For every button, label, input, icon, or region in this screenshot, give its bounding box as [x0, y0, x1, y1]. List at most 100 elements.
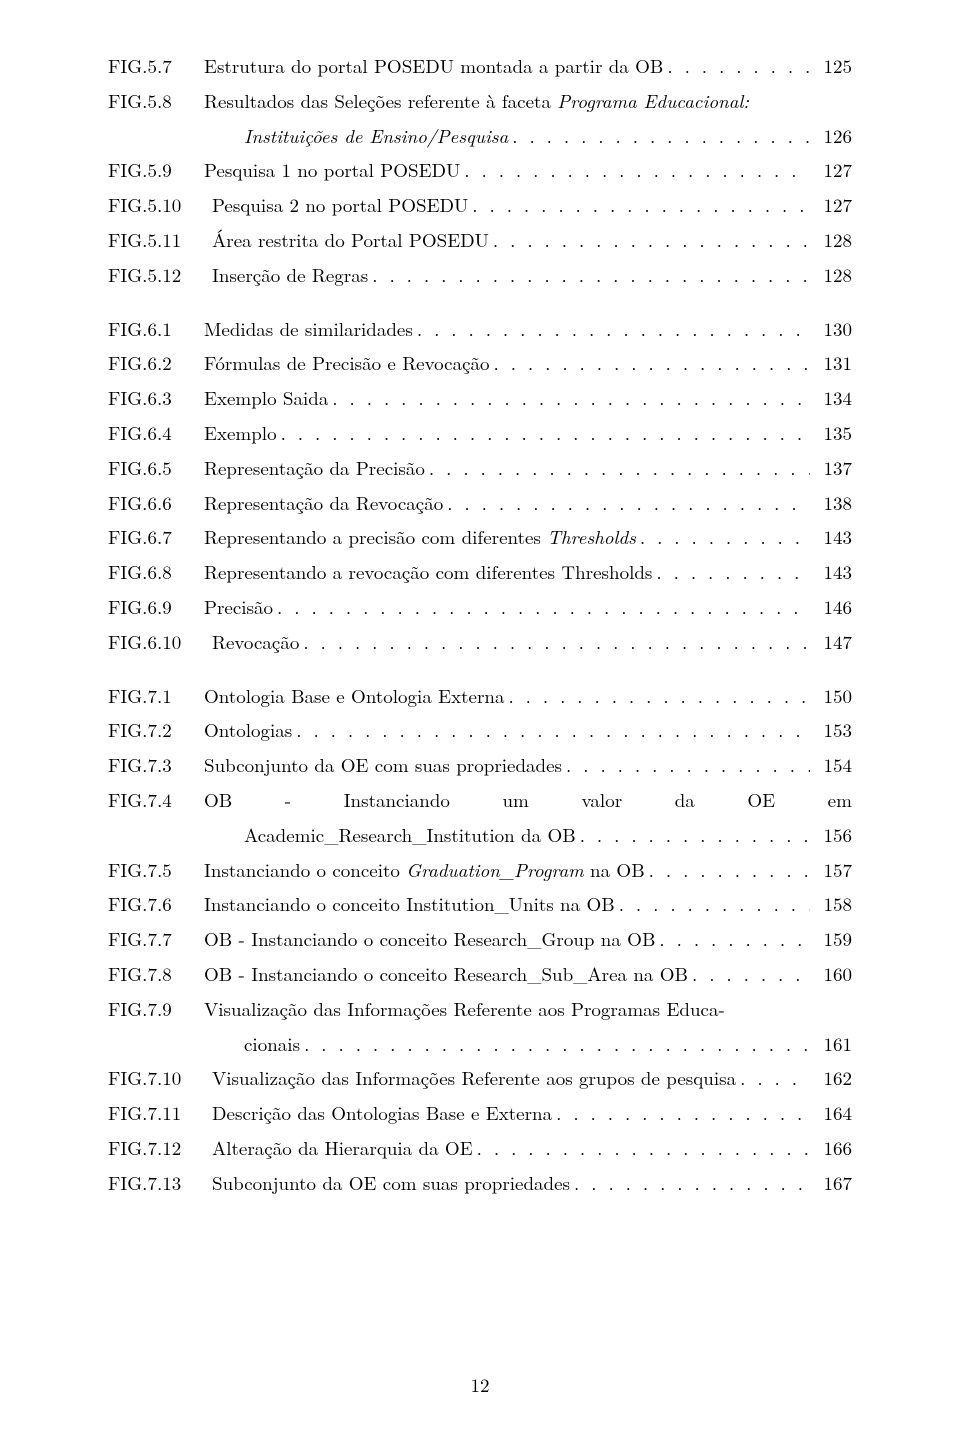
entry-text: Exemplo	[204, 423, 281, 442]
figure-label: FIG.7.8	[108, 964, 204, 983]
toc-entry: FIG.6.3Exemplo Saida134	[108, 388, 852, 407]
leader-dots	[656, 562, 810, 581]
toc-entry: FIG.6.7Representando a precisão com dife…	[108, 527, 852, 546]
entry-text: Academic_Research_Institution da OB	[244, 825, 580, 844]
page-ref: 143	[810, 527, 852, 546]
leader-dots	[372, 265, 810, 284]
entry-text: Pesquisa 2 no portal POSEDU	[212, 195, 472, 214]
leader-dots	[281, 423, 810, 442]
leader-dots	[574, 1173, 810, 1192]
page-ref: 161	[810, 1034, 852, 1053]
page-ref: 166	[810, 1138, 852, 1157]
figure-label: FIG.6.5	[108, 458, 204, 477]
page-ref: 143	[810, 562, 852, 581]
page-ref: 128	[810, 265, 852, 284]
leader-dots	[296, 720, 810, 739]
page-ref: 128	[810, 230, 852, 249]
entry-text: Revocação	[212, 632, 303, 651]
figure-label: FIG.7.3	[108, 755, 204, 774]
toc-entry: FIG.6.8Representando a revocação com dif…	[108, 562, 852, 581]
toc-entry: FIG.6.6Representação da Revocação138	[108, 493, 852, 512]
toc-entry: FIG.7.6Instanciando o conceito Instituti…	[108, 894, 852, 913]
toc-entry: FIG.5.7Estrutura do portal POSEDU montad…	[108, 56, 852, 75]
entry-text: Instanciando	[344, 790, 450, 809]
entry-text: da	[675, 790, 695, 809]
figure-label: FIG.5.9	[108, 160, 204, 179]
figure-label: FIG.6.1	[108, 319, 204, 338]
page-ref: 162	[810, 1068, 852, 1087]
figure-label: FIG.7.1	[108, 686, 204, 705]
toc-entry: FIG.7.9Visualização das Informações Refe…	[108, 999, 852, 1018]
toc-entry: FIG.7.4OB-InstanciandoumvalordaOEem	[108, 790, 852, 809]
toc-entry: FIG.6.2Fórmulas de Precisão e Revocação1…	[108, 353, 852, 372]
figure-label: FIG.6.2	[108, 353, 204, 372]
leader-dots	[659, 929, 810, 948]
figure-label: FIG.7.7	[108, 929, 204, 948]
page-number: 12	[0, 1375, 960, 1394]
page-ref: 146	[810, 597, 852, 616]
entry-text: em	[828, 790, 852, 809]
figure-label: FIG.6.7	[108, 527, 204, 546]
toc-entry: FIG.7.10Visualização das Informações Ref…	[108, 1068, 852, 1087]
figure-label: FIG.5.10	[108, 195, 212, 214]
leader-dots	[304, 1034, 810, 1053]
entry-text: OE	[747, 790, 775, 809]
entry-text: Alteração da Hierarquia da OE	[212, 1138, 477, 1157]
toc-entry-continuation: Instituições de Ensino/Pesquisa 126	[108, 126, 852, 145]
leader-dots	[277, 597, 810, 616]
page-ref: 147	[810, 632, 852, 651]
entry-text: Precisão	[204, 597, 277, 616]
toc-entry: FIG.5.8Resultados das Seleções referente…	[108, 91, 852, 110]
page-ref: 126	[810, 126, 852, 145]
leader-dots	[429, 458, 810, 477]
leader-dots	[464, 160, 810, 179]
toc-entry: FIG.7.11Descrição das Ontologias Base e …	[108, 1103, 852, 1122]
leader-dots	[493, 230, 810, 249]
toc-entry: FIG.6.5Representação da Precisão137	[108, 458, 852, 477]
figure-label: FIG.7.12	[108, 1138, 212, 1157]
leader-dots	[619, 894, 810, 913]
leader-dots	[566, 755, 810, 774]
page-ref: 125	[810, 56, 852, 75]
entry-text: Representação da Precisão	[204, 458, 429, 477]
page-ref: 158	[810, 894, 852, 913]
entry-text: Representando a precisão com diferentes …	[204, 527, 640, 546]
entry-text: -	[285, 790, 291, 809]
leader-dots	[640, 527, 810, 546]
toc-entry: FIG.6.9Precisão146	[108, 597, 852, 616]
toc-entry-continuation: cionais161	[108, 1034, 852, 1053]
leader-dots	[580, 825, 810, 844]
toc-entry: FIG.7.3Subconjunto da OE com suas propri…	[108, 755, 852, 774]
figure-label: FIG.7.11	[108, 1103, 212, 1122]
figure-label: FIG.7.10	[108, 1068, 212, 1087]
figure-label: FIG.6.8	[108, 562, 204, 581]
entry-text: Ontologia Base e Ontologia Externa	[204, 686, 508, 705]
page-ref: 153	[810, 720, 852, 739]
leader-dots	[667, 56, 810, 75]
figure-label: FIG.6.4	[108, 423, 204, 442]
leader-dots	[512, 126, 810, 145]
page: FIG.5.7Estrutura do portal POSEDU montad…	[0, 0, 960, 1446]
figure-label: FIG.7.4	[108, 790, 204, 809]
figure-label: FIG.7.2	[108, 720, 204, 739]
toc-entry: FIG.7.8OB - Instanciando o conceito Rese…	[108, 964, 852, 983]
entry-text: Representando a revocação com diferentes…	[204, 562, 656, 581]
toc-entry: FIG.7.13Subconjunto da OE com suas propr…	[108, 1173, 852, 1192]
page-ref: 160	[810, 964, 852, 983]
leader-dots	[417, 319, 810, 338]
entry-text: valor	[581, 790, 622, 809]
toc-entry: FIG.7.12Alteração da Hierarquia da OE 166	[108, 1138, 852, 1157]
entry-text: Descrição das Ontologias Base e Externa	[212, 1103, 556, 1122]
entry-text: Visualização das Informações Referente a…	[204, 999, 729, 1018]
page-ref: 164	[810, 1103, 852, 1122]
figure-label: FIG.7.13	[108, 1173, 212, 1192]
leader-dots	[477, 1138, 810, 1157]
page-ref: 127	[810, 160, 852, 179]
entry-text: Pesquisa 1 no portal POSEDU	[204, 160, 464, 179]
entry-text: OB	[204, 790, 232, 809]
entry-text: Instituições de Ensino/Pesquisa	[244, 126, 512, 145]
entry-text: Inserção de Regras	[212, 265, 372, 284]
figure-label: FIG.6.6	[108, 493, 204, 512]
page-ref: 156	[810, 825, 852, 844]
entry-text: Visualização das Informações Referente a…	[212, 1068, 740, 1087]
